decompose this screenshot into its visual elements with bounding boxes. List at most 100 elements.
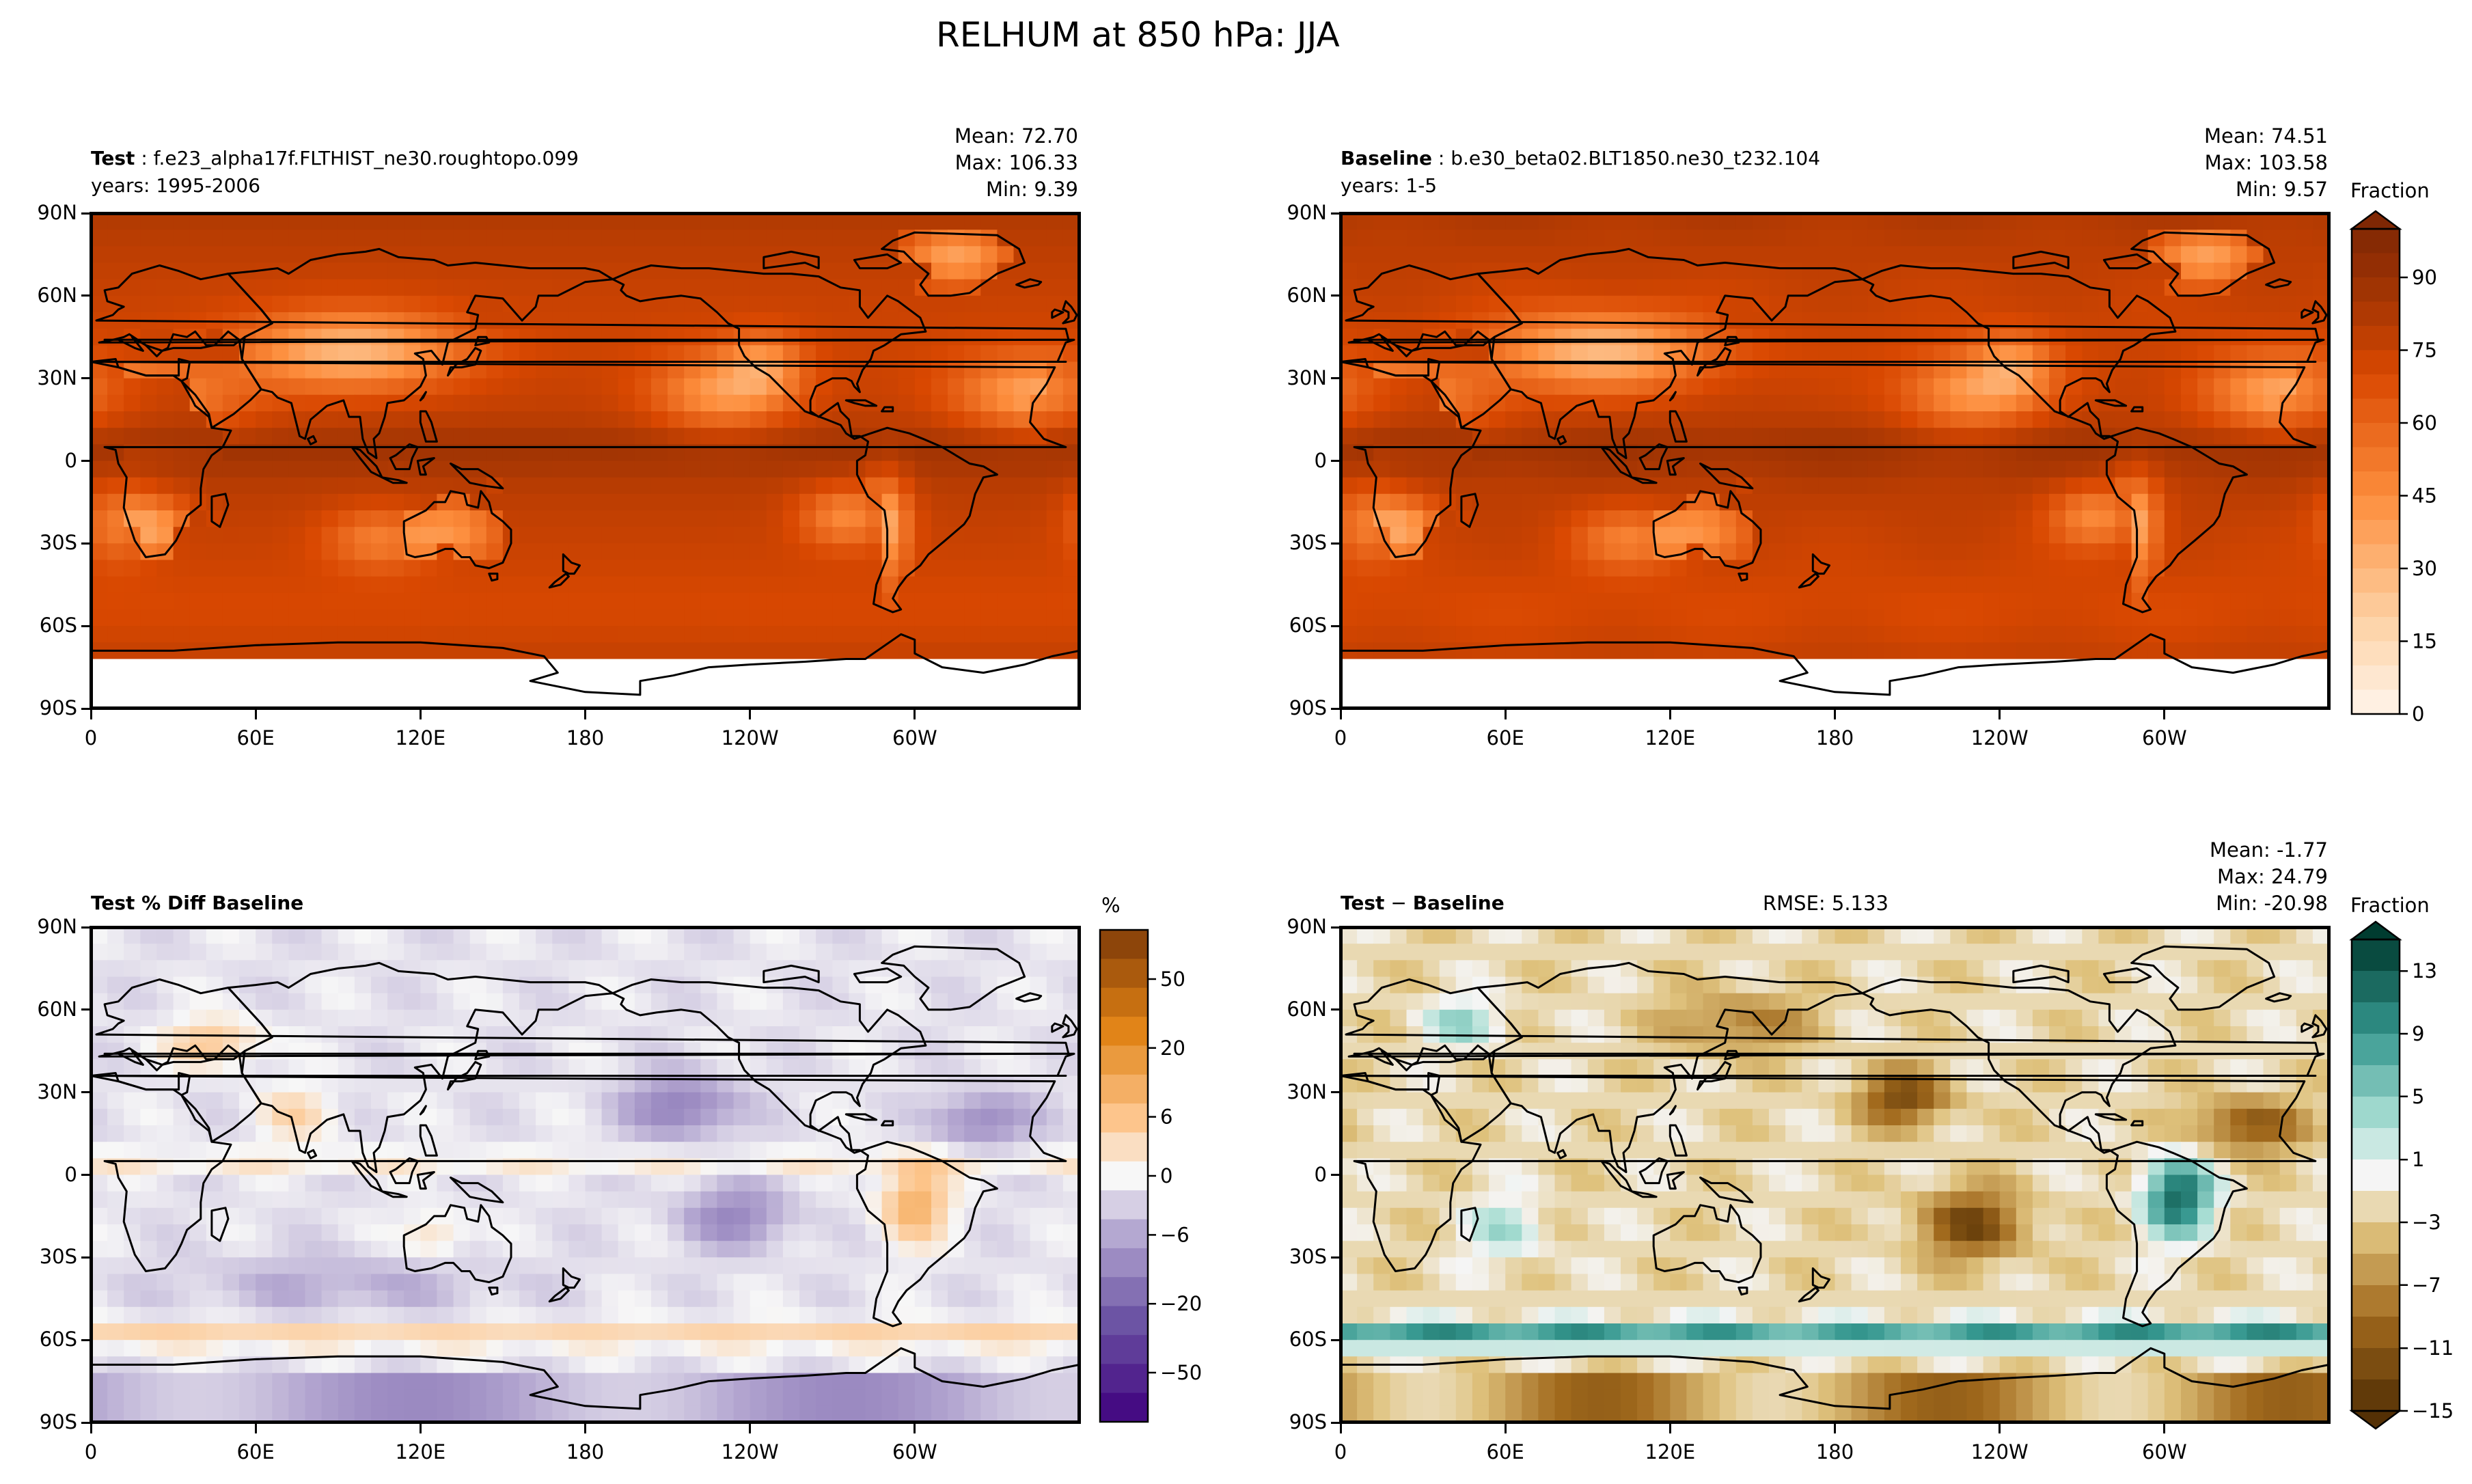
field-cell [618, 642, 635, 660]
field-cell [898, 461, 916, 478]
field-cell [387, 960, 404, 978]
field-cell [931, 510, 948, 527]
field-cell [1917, 279, 1934, 297]
field-cell [371, 1043, 388, 1060]
field-cell [1571, 230, 1589, 247]
field-cell [651, 1191, 668, 1209]
field-cell [898, 378, 916, 396]
field-cell [684, 576, 702, 594]
field-cell [1522, 213, 1539, 230]
field-cell [354, 592, 372, 610]
field-cell [91, 1142, 108, 1159]
field-cell [1472, 592, 1489, 610]
field-cell [585, 295, 603, 313]
field-cell [404, 329, 422, 346]
field-cell [107, 230, 124, 247]
field-cell [750, 1142, 767, 1159]
field-cell [305, 477, 322, 495]
field-cell [717, 1274, 734, 1291]
field-cell [1735, 246, 1753, 264]
field-cell [898, 993, 916, 1011]
field-cell [354, 246, 372, 264]
field-cell [536, 329, 553, 346]
field-cell [782, 329, 800, 346]
field-cell [354, 675, 372, 693]
field-cell [832, 477, 850, 495]
field-cell [272, 659, 290, 676]
field-cell [634, 1142, 652, 1159]
field-cell [140, 1142, 158, 1159]
field-cell [2082, 361, 2100, 379]
field-cell [1406, 428, 1424, 445]
field-cell [420, 230, 438, 247]
coastline [2130, 231, 2276, 297]
field-cell [1489, 295, 1506, 313]
field-cell [1538, 527, 1556, 545]
field-cell [684, 411, 702, 428]
field-cell [816, 1274, 833, 1291]
field-cell [371, 493, 388, 511]
field-cell [2214, 691, 2231, 709]
field-cell [766, 1207, 784, 1225]
field-cell [1062, 262, 1080, 280]
field-cell [519, 960, 536, 978]
field-cell [91, 691, 108, 709]
field-cell [1851, 378, 1869, 396]
field-cell [849, 230, 866, 247]
field-cell [1341, 411, 1358, 428]
field-cell [1554, 527, 1572, 545]
field-cell [189, 675, 207, 693]
field-cell [898, 609, 916, 627]
field-cell [634, 1125, 652, 1142]
baseline-label: Baseline [1341, 147, 1433, 169]
field-cell [140, 394, 158, 412]
field-cell [536, 543, 553, 561]
field-cell [651, 1174, 668, 1192]
field-cell [799, 592, 816, 610]
field-cell [585, 461, 603, 478]
field-cell [964, 1075, 982, 1093]
field-cell [189, 428, 207, 445]
field-cell [1785, 576, 1802, 594]
field-cell [486, 691, 504, 709]
field-cell [733, 1108, 751, 1126]
field-cell [2263, 477, 2281, 495]
field-cell [1046, 510, 1064, 527]
field-cell [1571, 659, 1589, 676]
field-cell [91, 543, 108, 561]
field-cell [1637, 411, 1654, 428]
field-cell [568, 230, 586, 247]
field-cell [1966, 461, 1984, 478]
field-cell [717, 927, 734, 944]
field-cell [849, 960, 866, 978]
field-cell [948, 295, 965, 313]
field-cell [1062, 609, 1080, 627]
field-cell [634, 493, 652, 511]
field-cell [1455, 246, 1473, 264]
field-cell [1538, 279, 1556, 297]
field-cell [618, 411, 635, 428]
field-cell [782, 927, 800, 944]
field-cell [651, 1026, 668, 1043]
field-cell [173, 576, 191, 594]
field-cell [206, 213, 223, 230]
field-cell [354, 927, 372, 944]
field-cell [1999, 626, 2017, 644]
field-cell [2131, 609, 2149, 627]
field-cell [1439, 560, 1457, 577]
field-cell [1357, 493, 1374, 511]
field-cell [1538, 543, 1556, 561]
field-cell [239, 560, 256, 577]
field-cell [91, 592, 108, 610]
field-cell [2279, 361, 2297, 379]
field-cell [173, 1142, 191, 1159]
field-cell [1966, 213, 1984, 230]
field-cell [1505, 394, 1523, 412]
field-cell [91, 1092, 108, 1110]
field-cell [305, 1059, 322, 1077]
field-cell [156, 592, 174, 610]
field-cell [321, 927, 339, 944]
field-cell [1653, 609, 1671, 627]
field-cell [1621, 361, 1638, 379]
field-cell [1719, 626, 1737, 644]
